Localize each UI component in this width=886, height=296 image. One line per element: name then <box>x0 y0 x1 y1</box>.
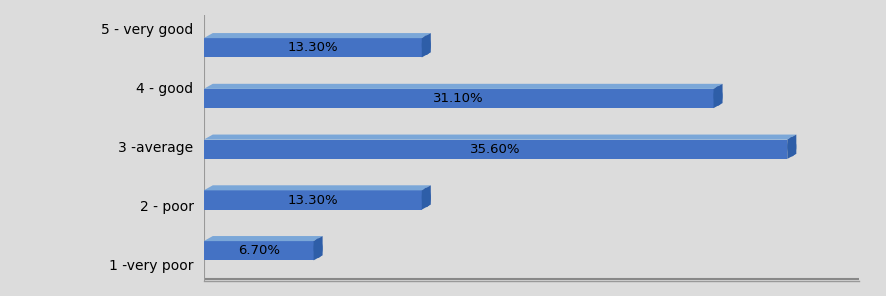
Bar <box>204 190 422 210</box>
Ellipse shape <box>788 137 797 156</box>
Ellipse shape <box>713 86 723 106</box>
Text: 31.10%: 31.10% <box>433 92 484 105</box>
Bar <box>204 89 713 108</box>
Polygon shape <box>204 185 431 190</box>
Text: 6.70%: 6.70% <box>237 244 280 257</box>
Bar <box>204 38 422 57</box>
Polygon shape <box>204 236 323 241</box>
Polygon shape <box>204 135 797 140</box>
Ellipse shape <box>422 36 431 55</box>
Bar <box>204 140 788 159</box>
Polygon shape <box>422 185 431 210</box>
Polygon shape <box>788 135 797 159</box>
Text: 35.60%: 35.60% <box>470 143 521 156</box>
Polygon shape <box>204 33 431 38</box>
Text: 13.30%: 13.30% <box>287 41 338 54</box>
Ellipse shape <box>314 239 323 258</box>
Polygon shape <box>422 33 431 57</box>
Text: 13.30%: 13.30% <box>287 194 338 207</box>
Text: 1 -very poor: 1 -very poor <box>109 259 193 274</box>
Polygon shape <box>204 84 723 89</box>
Text: 4 - good: 4 - good <box>136 82 193 96</box>
Polygon shape <box>314 236 323 260</box>
Ellipse shape <box>422 188 431 207</box>
Text: 5 - very good: 5 - very good <box>101 22 193 37</box>
Polygon shape <box>713 84 723 108</box>
Text: 3 -average: 3 -average <box>119 141 193 155</box>
Text: 2 - poor: 2 - poor <box>140 200 193 214</box>
Bar <box>204 241 314 260</box>
